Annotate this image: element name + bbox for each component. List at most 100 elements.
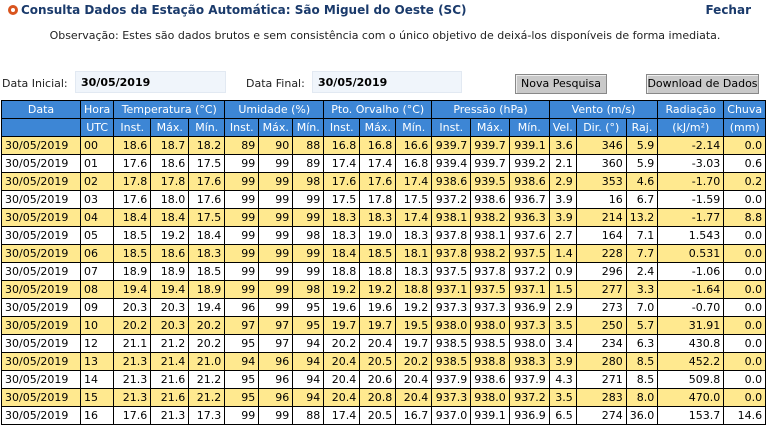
cell-vento-dir: 16 [575, 190, 627, 209]
cell-date: 30/05/2019 [1, 370, 81, 389]
cell-pres-min: 939.2 [508, 154, 550, 173]
cell-pres-inst: 938.0 [431, 316, 472, 335]
cell-hour: 16 [79, 406, 115, 425]
cell-pres-max: 938.0 [470, 316, 510, 335]
cell-orv-min: 17.4 [395, 172, 433, 191]
cell-orv-max: 17.8 [359, 190, 397, 209]
cell-umid-max: 99 [258, 226, 294, 245]
cell-pres-inst: 937.9 [431, 370, 472, 389]
end-date-field[interactable]: 30/05/2019 [312, 71, 462, 93]
cell-pres-inst: 937.3 [431, 388, 472, 407]
cell-temp-inst: 17.8 [113, 172, 152, 191]
col-vento-header: Vento (m/s) [548, 100, 659, 119]
table-row: 30/05/2019 03 17.6 18.0 17.6 99 99 99 17.5 17.8 17… [1, 190, 767, 209]
cell-vento-raj: 3.3 [625, 280, 659, 299]
cell-temp-min: 18.5 [188, 262, 226, 281]
cell-radiacao: 470.0 [657, 388, 725, 407]
cell-vento-vel: 1.5 [548, 280, 577, 299]
cell-temp-max: 21.3 [150, 406, 190, 425]
col-orv-min-subheader: Mín. [395, 118, 433, 137]
col-orv-max-subheader: Máx. [359, 118, 397, 137]
cell-vento-vel: 3.5 [548, 388, 577, 407]
col-pressao-header: Pressão (hPa) [431, 100, 550, 119]
cell-hour: 06 [79, 244, 115, 263]
download-data-button[interactable]: Download de Dados [646, 74, 759, 94]
table-row: 30/05/2019 16 17.6 21.3 17.3 99 99 88 17.4 20.5 16… [1, 406, 767, 425]
cell-vento-vel: 3.9 [548, 208, 577, 227]
cell-chuva: 0.0 [723, 316, 767, 335]
cell-temp-max: 19.2 [150, 226, 190, 245]
cell-orv-inst: 20.2 [323, 334, 361, 353]
cell-date: 30/05/2019 [1, 190, 81, 209]
cell-temp-max: 20.3 [150, 316, 190, 335]
close-link[interactable]: Fechar [705, 3, 751, 17]
col-utc-subheader: UTC [79, 118, 115, 137]
cell-chuva: 0.0 [723, 244, 767, 263]
cell-temp-min: 18.3 [188, 244, 226, 263]
col-data-header: Data [1, 100, 81, 119]
cell-umid-max: 99 [258, 298, 294, 317]
cell-umid-max: 96 [258, 370, 294, 389]
col-radiacao-unit: (kJ/m²) [657, 118, 725, 137]
cell-orv-inst: 17.4 [323, 154, 361, 173]
cell-pres-min: 936.3 [508, 208, 550, 227]
cell-temp-max: 18.6 [150, 154, 190, 173]
cell-orv-inst: 20.4 [323, 352, 361, 371]
cell-umid-max: 99 [258, 406, 294, 425]
cell-umid-min: 94 [292, 352, 325, 371]
cell-chuva: 0.0 [723, 388, 767, 407]
cell-temp-max: 21.4 [150, 352, 190, 371]
cell-temp-max: 19.4 [150, 280, 190, 299]
cell-orv-max: 19.2 [359, 280, 397, 299]
cell-umid-max: 99 [258, 172, 294, 191]
cell-temp-max: 21.2 [150, 334, 190, 353]
cell-temp-max: 21.6 [150, 370, 190, 389]
cell-vento-vel: 2.7 [548, 226, 577, 245]
cell-pres-min: 937.5 [508, 244, 550, 263]
cell-radiacao: -1.77 [657, 208, 725, 227]
col-orvalho-header: Pto. Orvalho (°C) [323, 100, 433, 119]
cell-umid-max: 99 [258, 208, 294, 227]
table-row: 30/05/2019 02 17.8 17.8 17.6 99 99 98 17.6 17.6 17… [1, 172, 767, 191]
cell-vento-raj: 36.0 [625, 406, 659, 425]
new-search-button[interactable]: Nova Pesquisa [515, 74, 607, 94]
cell-orv-max: 20.5 [359, 352, 397, 371]
cell-hour: 07 [79, 262, 115, 281]
cell-vento-raj: 6.3 [625, 334, 659, 353]
start-date-field[interactable]: 30/05/2019 [75, 71, 226, 93]
cell-pres-min: 936.9 [508, 406, 550, 425]
cell-vento-dir: 273 [575, 298, 627, 317]
col-umidade-header: Umidade (%) [224, 100, 325, 119]
cell-temp-max: 20.3 [150, 298, 190, 317]
cell-temp-min: 18.9 [188, 280, 226, 299]
cell-umid-inst: 95 [224, 388, 260, 407]
cell-vento-raj: 5.7 [625, 316, 659, 335]
col-radiacao-header: Radiação [657, 100, 725, 119]
cell-umid-inst: 89 [224, 136, 260, 155]
cell-vento-dir: 360 [575, 154, 627, 173]
cell-umid-min: 99 [292, 262, 325, 281]
cell-temp-max: 18.6 [150, 244, 190, 263]
cell-orv-max: 20.8 [359, 388, 397, 407]
cell-temp-min: 17.5 [188, 154, 226, 173]
cell-chuva: 0.0 [723, 352, 767, 371]
cell-temp-min: 17.3 [188, 406, 226, 425]
cell-umid-min: 98 [292, 226, 325, 245]
cell-orv-min: 19.5 [395, 316, 433, 335]
cell-pres-min: 937.1 [508, 280, 550, 299]
cell-orv-inst: 18.8 [323, 262, 361, 281]
cell-vento-raj: 4.6 [625, 172, 659, 191]
cell-temp-min: 20.2 [188, 316, 226, 335]
col-temp-inst-subheader: Inst. [113, 118, 152, 137]
cell-orv-max: 19.6 [359, 298, 397, 317]
cell-chuva: 0.0 [723, 262, 767, 281]
cell-pres-inst: 938.6 [431, 172, 472, 191]
cell-orv-max: 19.7 [359, 316, 397, 335]
cell-date: 30/05/2019 [1, 388, 81, 407]
cell-pres-inst: 938.5 [431, 352, 472, 371]
cell-vento-raj: 7.0 [625, 298, 659, 317]
cell-temp-min: 17.6 [188, 172, 226, 191]
cell-date: 30/05/2019 [1, 208, 81, 227]
bullet-icon [8, 5, 18, 15]
cell-temp-inst: 17.6 [113, 154, 152, 173]
